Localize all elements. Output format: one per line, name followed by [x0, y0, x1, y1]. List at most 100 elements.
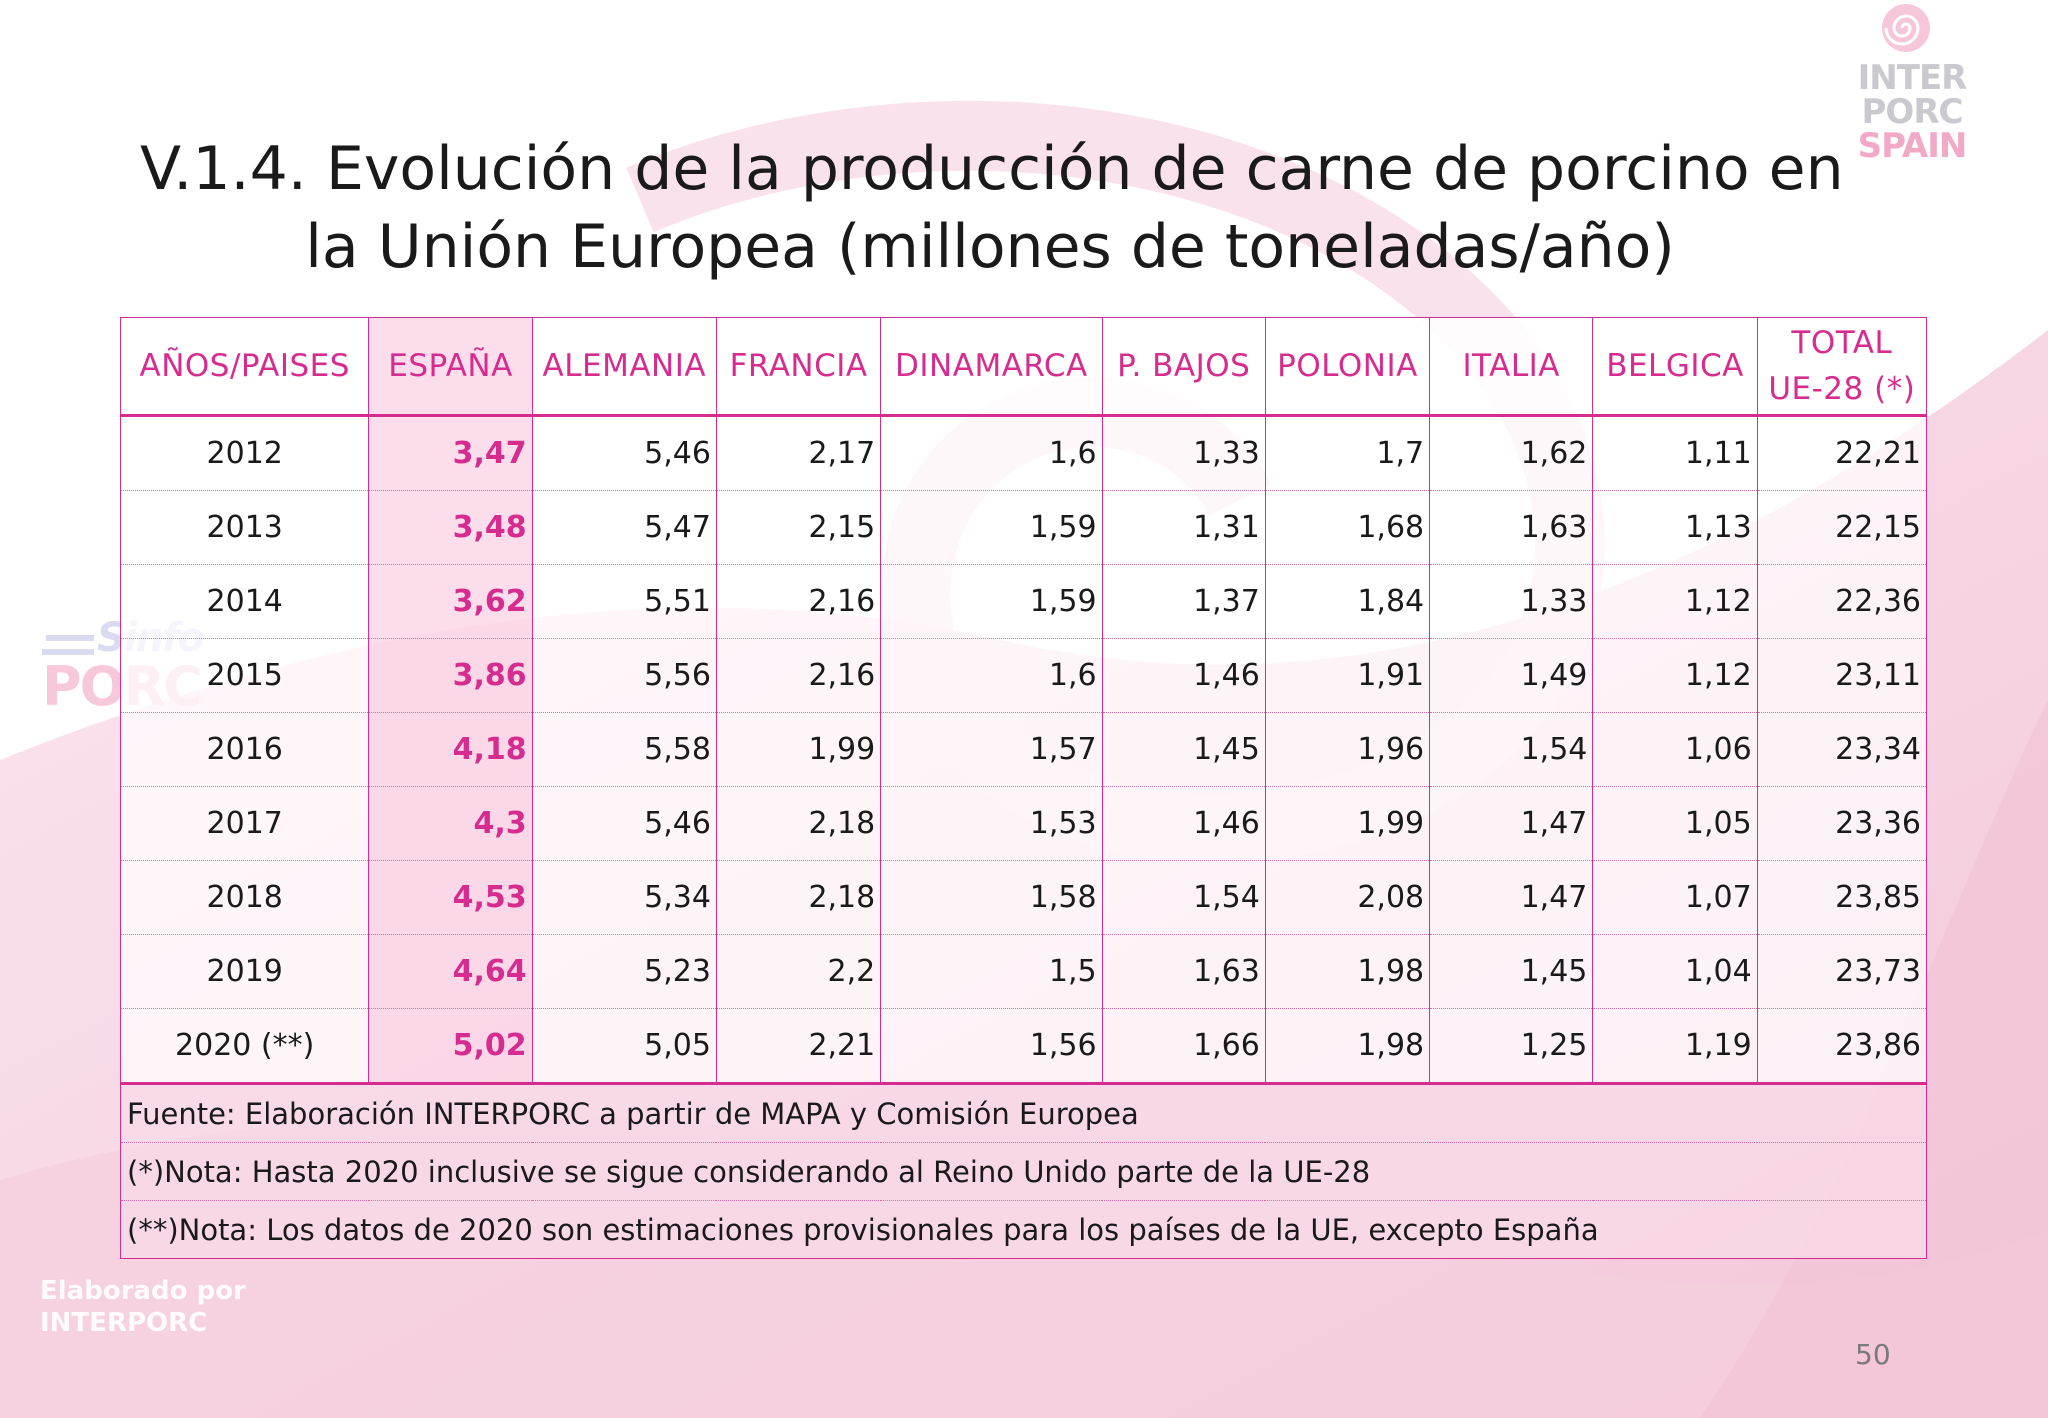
espana-value-cell: 3,47 [368, 415, 533, 491]
value-cell: 2,08 [1264, 860, 1431, 935]
value-cell: 1,53 [880, 786, 1103, 861]
row-year-cell: 2014 [119, 564, 370, 639]
total-value-cell: 23,34 [1756, 712, 1928, 787]
value-cell: 1,66 [1101, 1008, 1266, 1085]
value-cell: 1,49 [1429, 638, 1594, 713]
total-value-cell: 23,85 [1756, 860, 1928, 935]
value-cell: 1,05 [1592, 786, 1758, 861]
value-cell: 1,33 [1429, 564, 1594, 639]
value-cell: 1,45 [1101, 712, 1266, 787]
header-years: AÑOS/PAISES [119, 317, 370, 417]
espana-value-cell: 3,48 [368, 490, 533, 565]
value-cell: 2,16 [715, 638, 882, 713]
note-row: (**)Nota: Los datos de 2020 son estimaci… [120, 1200, 1927, 1259]
espana-value-cell: 4,64 [368, 934, 533, 1009]
table-row: 2015 3,86 5,56 2,16 1,6 1,46 1,91 1,49 1,12 23,11 [119, 638, 1928, 713]
value-cell: 1,57 [880, 712, 1103, 787]
table-row: 2012 3,47 5,46 2,17 1,6 1,33 1,7 1,62 1,11 22,21 [119, 415, 1928, 491]
value-cell: 1,07 [1592, 860, 1758, 935]
value-cell: 1,58 [880, 860, 1103, 935]
espana-value-cell: 5,02 [368, 1008, 533, 1085]
value-cell: 1,45 [1429, 934, 1594, 1009]
total-value-cell: 22,15 [1756, 490, 1928, 565]
value-cell: 2,18 [715, 860, 882, 935]
elaborado-por-watermark: Elaborado por INTERPORC [40, 1275, 246, 1339]
value-cell: 1,06 [1592, 712, 1758, 787]
value-cell: 1,68 [1264, 490, 1431, 565]
value-cell: 2,21 [715, 1008, 882, 1085]
header-total-line1: TOTAL [1791, 325, 1893, 361]
value-cell: 2,18 [715, 786, 882, 861]
title-line-2: la Unión Europea (millones de toneladas/… [305, 212, 1675, 282]
production-table-container: AÑOS/PAISES ESPAÑA ALEMANIA FRANCIA DINA… [119, 317, 1928, 1259]
value-cell: 1,98 [1264, 1008, 1431, 1085]
note-row: Fuente: Elaboración INTERPORC a partir d… [120, 1083, 1927, 1143]
row-year-cell: 2016 [119, 712, 370, 787]
value-cell: 1,46 [1101, 786, 1266, 861]
value-cell: 5,51 [531, 564, 717, 639]
row-year-cell: 2018 [119, 860, 370, 935]
header-belgica: BELGICA [1592, 317, 1758, 417]
header-total: TOTAL UE-28 (*) [1756, 317, 1928, 417]
header-polonia: POLONIA [1264, 317, 1431, 417]
elaborado-line1: Elaborado por [40, 1276, 246, 1306]
total-value-cell: 23,36 [1756, 786, 1928, 861]
espana-value-cell: 3,86 [368, 638, 533, 713]
value-cell: 5,05 [531, 1008, 717, 1085]
title-line-1: V.1.4. Evolución de la producción de car… [140, 134, 1844, 204]
value-cell: 1,37 [1101, 564, 1266, 639]
row-year-cell: 2012 [119, 415, 370, 491]
value-cell: 1,56 [880, 1008, 1103, 1085]
header-italia: ITALIA [1429, 317, 1594, 417]
value-cell: 1,99 [715, 712, 882, 787]
note-row: (*)Nota: Hasta 2020 inclusive se sigue c… [120, 1142, 1927, 1201]
value-cell: 5,46 [531, 415, 717, 491]
espana-value-cell: 4,18 [368, 712, 533, 787]
table-row: 2013 3,48 5,47 2,15 1,59 1,31 1,68 1,63 1,13 22,1… [119, 490, 1928, 565]
value-cell: 5,56 [531, 638, 717, 713]
table-header-row: AÑOS/PAISES ESPAÑA ALEMANIA FRANCIA DINA… [119, 317, 1928, 417]
value-cell: 1,13 [1592, 490, 1758, 565]
total-value-cell: 23,86 [1756, 1008, 1928, 1085]
value-cell: 1,96 [1264, 712, 1431, 787]
table-row: 2018 4,53 5,34 2,18 1,58 1,54 2,08 1,47 1,07 23,8… [119, 860, 1928, 935]
total-value-cell: 23,73 [1756, 934, 1928, 1009]
row-year-cell: 2019 [119, 934, 370, 1009]
value-cell: 5,34 [531, 860, 717, 935]
logo-line-spain: SPAIN [1857, 126, 1968, 166]
table-body: 2012 3,47 5,46 2,17 1,6 1,33 1,7 1,62 1,11 22,21 2… [119, 415, 1928, 1259]
table-row: 2019 4,64 5,23 2,2 1,5 1,63 1,98 1,45 1,04 23,73 [119, 934, 1928, 1009]
value-cell: 1,91 [1264, 638, 1431, 713]
watermark-bar [42, 649, 94, 655]
value-cell: 1,5 [880, 934, 1103, 1009]
value-cell: 5,23 [531, 934, 717, 1009]
value-cell: 2,15 [715, 490, 882, 565]
value-cell: 1,54 [1429, 712, 1594, 787]
espana-value-cell: 4,3 [368, 786, 533, 861]
header-total-line2: UE-28 (*) [1768, 371, 1916, 407]
footnote: (*)Nota: Hasta 2020 inclusive se sigue c… [120, 1142, 1927, 1201]
interporc-logo: INTER PORC SPAIN [1828, 0, 1988, 175]
value-cell: 1,59 [880, 564, 1103, 639]
production-table: AÑOS/PAISES ESPAÑA ALEMANIA FRANCIA DINA… [119, 317, 1928, 1259]
header-dinamarca: DINAMARCA [880, 317, 1103, 417]
table-row: 2020 (**) 5,02 5,05 2,21 1,56 1,66 1,98 1,25 1,1… [119, 1008, 1928, 1085]
espana-value-cell: 3,62 [368, 564, 533, 639]
value-cell: 1,99 [1264, 786, 1431, 861]
value-cell: 1,54 [1101, 860, 1266, 935]
value-cell: 1,6 [880, 638, 1103, 713]
table-row: 2014 3,62 5,51 2,16 1,59 1,37 1,84 1,33 1,12 22,3… [119, 564, 1928, 639]
row-year-cell: 2020 (**) [119, 1008, 370, 1085]
spiral-icon [1882, 4, 1930, 52]
value-cell: 1,12 [1592, 564, 1758, 639]
value-cell: 2,16 [715, 564, 882, 639]
row-year-cell: 2017 [119, 786, 370, 861]
value-cell: 1,33 [1101, 415, 1266, 491]
value-cell: 5,47 [531, 490, 717, 565]
value-cell: 2,17 [715, 415, 882, 491]
value-cell: 1,11 [1592, 415, 1758, 491]
page-number: 50 [1855, 1338, 1891, 1371]
header-espana: ESPAÑA [368, 317, 533, 417]
value-cell: 1,7 [1264, 415, 1431, 491]
value-cell: 1,63 [1101, 934, 1266, 1009]
